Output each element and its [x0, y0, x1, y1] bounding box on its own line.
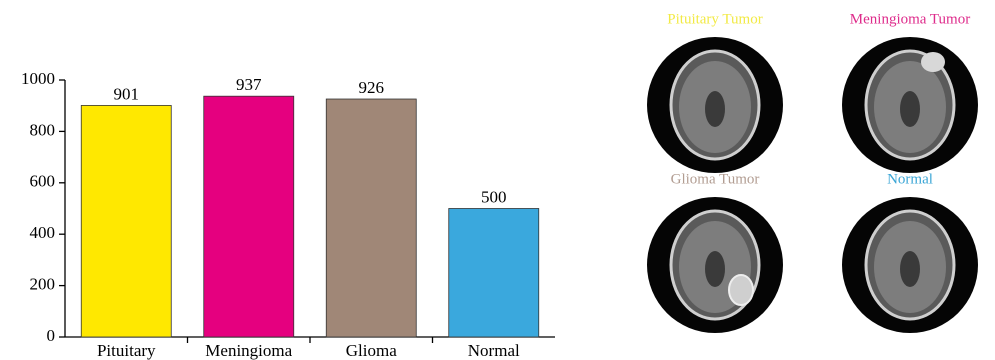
bar — [448, 208, 540, 338]
y-tick-label: 600 — [30, 172, 56, 191]
lesion — [728, 274, 754, 306]
panel-label: Meningioma Tumor — [850, 11, 970, 27]
data-label: 937 — [236, 75, 262, 94]
panel-label: Glioma Tumor — [671, 171, 760, 187]
x-tick-label: Meningioma — [205, 341, 292, 360]
panel-label: Pituitary Tumor — [667, 11, 762, 27]
panel-label: Normal — [887, 171, 933, 187]
brain-center — [900, 251, 920, 287]
y-tick-label: 1000 — [21, 69, 55, 88]
y-tick-label: 200 — [30, 275, 56, 294]
data-label: 901 — [114, 84, 140, 103]
brain-center — [705, 251, 725, 287]
y-tick-label: 800 — [30, 120, 56, 139]
bar — [325, 98, 417, 338]
bar — [80, 105, 172, 338]
data-label: 926 — [359, 78, 385, 97]
brain-center — [705, 91, 725, 127]
brain-center — [900, 91, 920, 127]
x-tick-label: Pituitary — [97, 341, 156, 360]
lesion — [921, 52, 945, 72]
x-tick-label: Glioma — [346, 341, 397, 360]
y-tick-label: 0 — [47, 326, 56, 345]
data-label: 500 — [481, 187, 507, 206]
y-tick-label: 400 — [30, 223, 56, 242]
x-tick-label: Normal — [468, 341, 520, 360]
bar — [203, 95, 295, 338]
